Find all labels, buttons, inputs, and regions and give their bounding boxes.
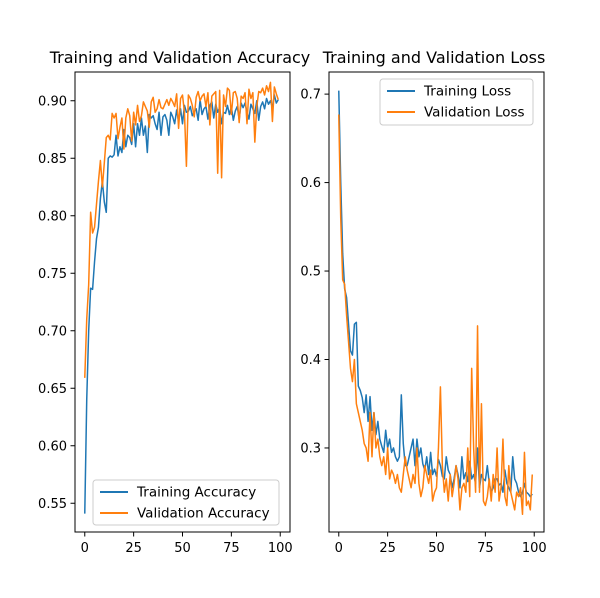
y-tick-label: 0.75: [38, 267, 67, 282]
series-line-validation-loss: [338, 114, 534, 516]
y-tick-label: 0.85: [38, 152, 67, 167]
legend-label-training-loss: Training Loss: [423, 84, 511, 100]
y-tick-label: 0.6: [300, 176, 321, 191]
x-tick-label: 75: [223, 541, 240, 556]
y-tick-label: 0.4: [300, 353, 321, 368]
y-tick-label: 0.60: [38, 439, 67, 454]
x-tick-label: 25: [379, 541, 396, 556]
accuracy-legend: Training Accuracy Validation Accuracy: [92, 479, 280, 526]
chart-title: Training and Validation Loss: [322, 48, 546, 67]
y-tick-label: 0.5: [300, 265, 321, 280]
loss-plot-area: 0 25 50 75 100 0.3 0.4 0.5 0.6 0.7: [300, 88, 546, 556]
loss-chart: Training and Validation Loss 0 25 50 75 1000…: [300, 48, 546, 556]
x-tick-label: 0: [81, 541, 89, 556]
x-tick-label: 25: [125, 541, 142, 556]
legend-label-validation-loss: Validation Loss: [424, 105, 525, 121]
y-tick-label: 0.65: [38, 382, 67, 397]
axes-frame: [328, 71, 545, 533]
legend-label-training-accuracy: Training Accuracy: [136, 485, 256, 501]
y-tick-label: 0.7: [300, 88, 321, 103]
legend-label-validation-accuracy: Validation Accuracy: [137, 506, 270, 522]
x-tick-label: 50: [428, 541, 445, 556]
x-tick-label: 50: [174, 541, 191, 556]
x-tick-label: 0: [335, 541, 343, 556]
y-tick-label: 0.80: [38, 209, 67, 224]
x-tick-label: 100: [522, 541, 547, 556]
x-tick-label: 75: [477, 541, 494, 556]
accuracy-chart: Training and Validation Accuracy 0 25 50 75…: [38, 48, 310, 556]
loss-legend: Training Loss Validation Loss: [379, 78, 534, 126]
accuracy-plot-area: 0 25 50 75 100 0.55 0.60 0.65 0.70 0.75 0.80 0.85 0.…: [38, 81, 293, 556]
legend-box: [379, 78, 534, 126]
chart-title: Training and Validation Accuracy: [49, 48, 311, 67]
legend-box: [92, 479, 280, 526]
y-tick-label: 0.55: [38, 497, 67, 512]
y-tick-label: 0.70: [38, 324, 67, 339]
series-line-validation-accuracy: [84, 81, 279, 378]
y-tick-label: 0.90: [38, 94, 67, 109]
y-tick-label: 0.3: [300, 441, 321, 456]
axes-frame: [74, 71, 291, 533]
series-line-training-loss: [338, 90, 533, 498]
x-tick-label: 100: [268, 541, 293, 556]
